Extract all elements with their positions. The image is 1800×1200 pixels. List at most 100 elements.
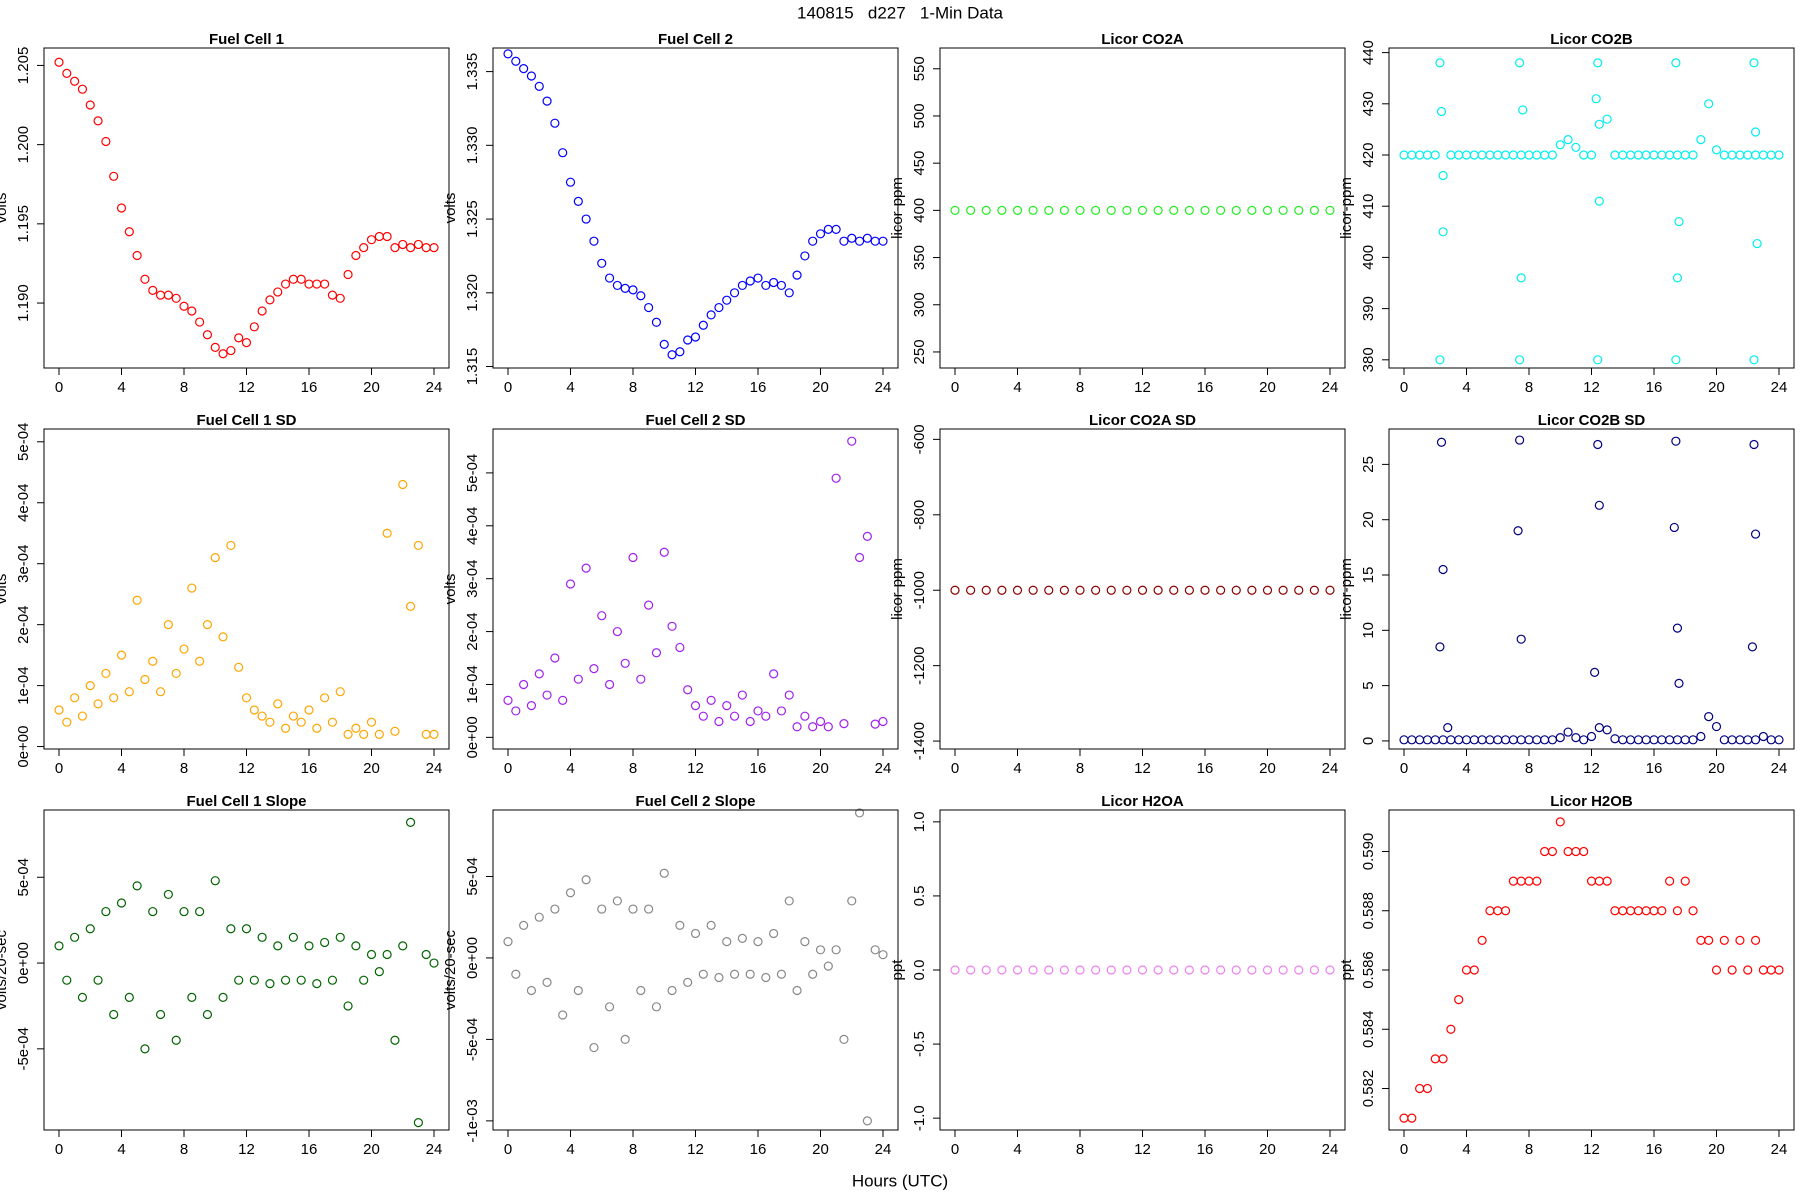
point: [351, 250, 361, 261]
y-axis-label: licor-ppm: [1338, 558, 1355, 620]
panel-title: Fuel Cell 1 Slope: [186, 793, 306, 810]
y-tick-label: 0.582: [1360, 1070, 1377, 1108]
point: [335, 293, 345, 303]
point: [132, 881, 142, 891]
point: [241, 924, 252, 934]
y-tick-label: 1.320: [464, 274, 481, 312]
point: [1325, 585, 1335, 595]
point: [667, 621, 677, 631]
panel-title: Licor CO2B SD: [1538, 412, 1646, 429]
y-tick-label: 1.330: [464, 127, 481, 165]
point: [862, 233, 872, 243]
y-tick-label: 0.590: [1360, 833, 1377, 871]
x-tick-label: 16: [1646, 1141, 1663, 1158]
point: [1028, 205, 1038, 215]
point: [163, 620, 173, 630]
point: [327, 975, 338, 985]
point: [604, 679, 615, 690]
point: [1477, 935, 1487, 945]
point: [171, 668, 181, 679]
point: [421, 949, 431, 960]
point: [745, 969, 755, 979]
point: [1594, 119, 1604, 129]
point: [870, 719, 880, 729]
point: [1059, 585, 1069, 595]
y-tick-label: 5e-04: [464, 454, 481, 492]
point: [558, 1010, 568, 1020]
x-tick-label: 24: [1771, 1141, 1788, 1158]
point: [966, 965, 976, 975]
point: [1750, 935, 1761, 945]
x-tick-label: 4: [1013, 760, 1021, 777]
x-tick-label: 0: [55, 1141, 63, 1158]
point: [761, 711, 771, 721]
point: [1674, 216, 1684, 227]
point: [1547, 846, 1558, 857]
point: [54, 705, 64, 715]
point: [70, 76, 80, 86]
y-tick-label: 3e-04: [15, 545, 32, 583]
point: [1435, 642, 1445, 652]
point: [1711, 721, 1722, 732]
point: [1106, 585, 1116, 595]
y-tick-label: 0e+00: [464, 937, 481, 979]
point: [644, 302, 654, 313]
x-tick-label: 12: [687, 760, 704, 777]
point: [257, 711, 267, 721]
y-tick-label: 1.200: [15, 126, 32, 164]
point: [581, 875, 591, 885]
point: [1688, 735, 1698, 745]
point: [815, 716, 826, 727]
point: [85, 924, 95, 934]
y-tick-label: -5e-04: [15, 1027, 32, 1070]
point: [761, 972, 771, 983]
y-tick-label: 2e-04: [15, 605, 32, 643]
y-axis-label: volts: [0, 193, 10, 224]
point: [878, 716, 888, 727]
point: [1719, 935, 1729, 945]
point: [1758, 731, 1768, 742]
point: [312, 723, 322, 733]
point: [792, 722, 802, 732]
point: [565, 177, 576, 187]
x-tick-label: 8: [180, 379, 188, 396]
point: [195, 317, 205, 327]
point: [179, 301, 189, 311]
x-tick-label: 0: [504, 1141, 512, 1158]
point: [604, 273, 615, 283]
point: [644, 904, 654, 914]
panel-title: Licor CO2A: [1101, 31, 1184, 48]
point: [847, 896, 857, 906]
point: [288, 711, 298, 721]
point: [1169, 205, 1179, 215]
point: [234, 333, 244, 343]
x-tick-label: 4: [1013, 379, 1021, 396]
point: [1579, 735, 1589, 745]
point: [1325, 965, 1335, 975]
point: [1680, 876, 1690, 886]
point: [1602, 876, 1612, 886]
point: [109, 693, 119, 703]
point: [234, 975, 244, 985]
point: [1532, 876, 1542, 886]
y-tick-label: 0.5: [911, 885, 928, 906]
x-tick-label: 20: [1708, 760, 1725, 777]
x-tick-label: 0: [55, 760, 63, 777]
point: [534, 81, 544, 91]
x-tick-label: 24: [875, 379, 892, 396]
point: [1454, 995, 1464, 1005]
point: [1696, 135, 1706, 145]
point: [109, 1009, 119, 1020]
point: [1231, 585, 1241, 595]
x-tick-label: 12: [1134, 1141, 1151, 1158]
point: [234, 662, 244, 672]
point: [675, 642, 685, 653]
x-tick-label: 24: [1771, 760, 1788, 777]
point: [187, 992, 197, 1002]
point: [77, 84, 88, 94]
point: [659, 339, 669, 350]
point: [1231, 205, 1241, 215]
x-tick-label: 20: [363, 379, 380, 396]
point: [628, 552, 638, 563]
x-tick-label: 8: [180, 1141, 188, 1158]
